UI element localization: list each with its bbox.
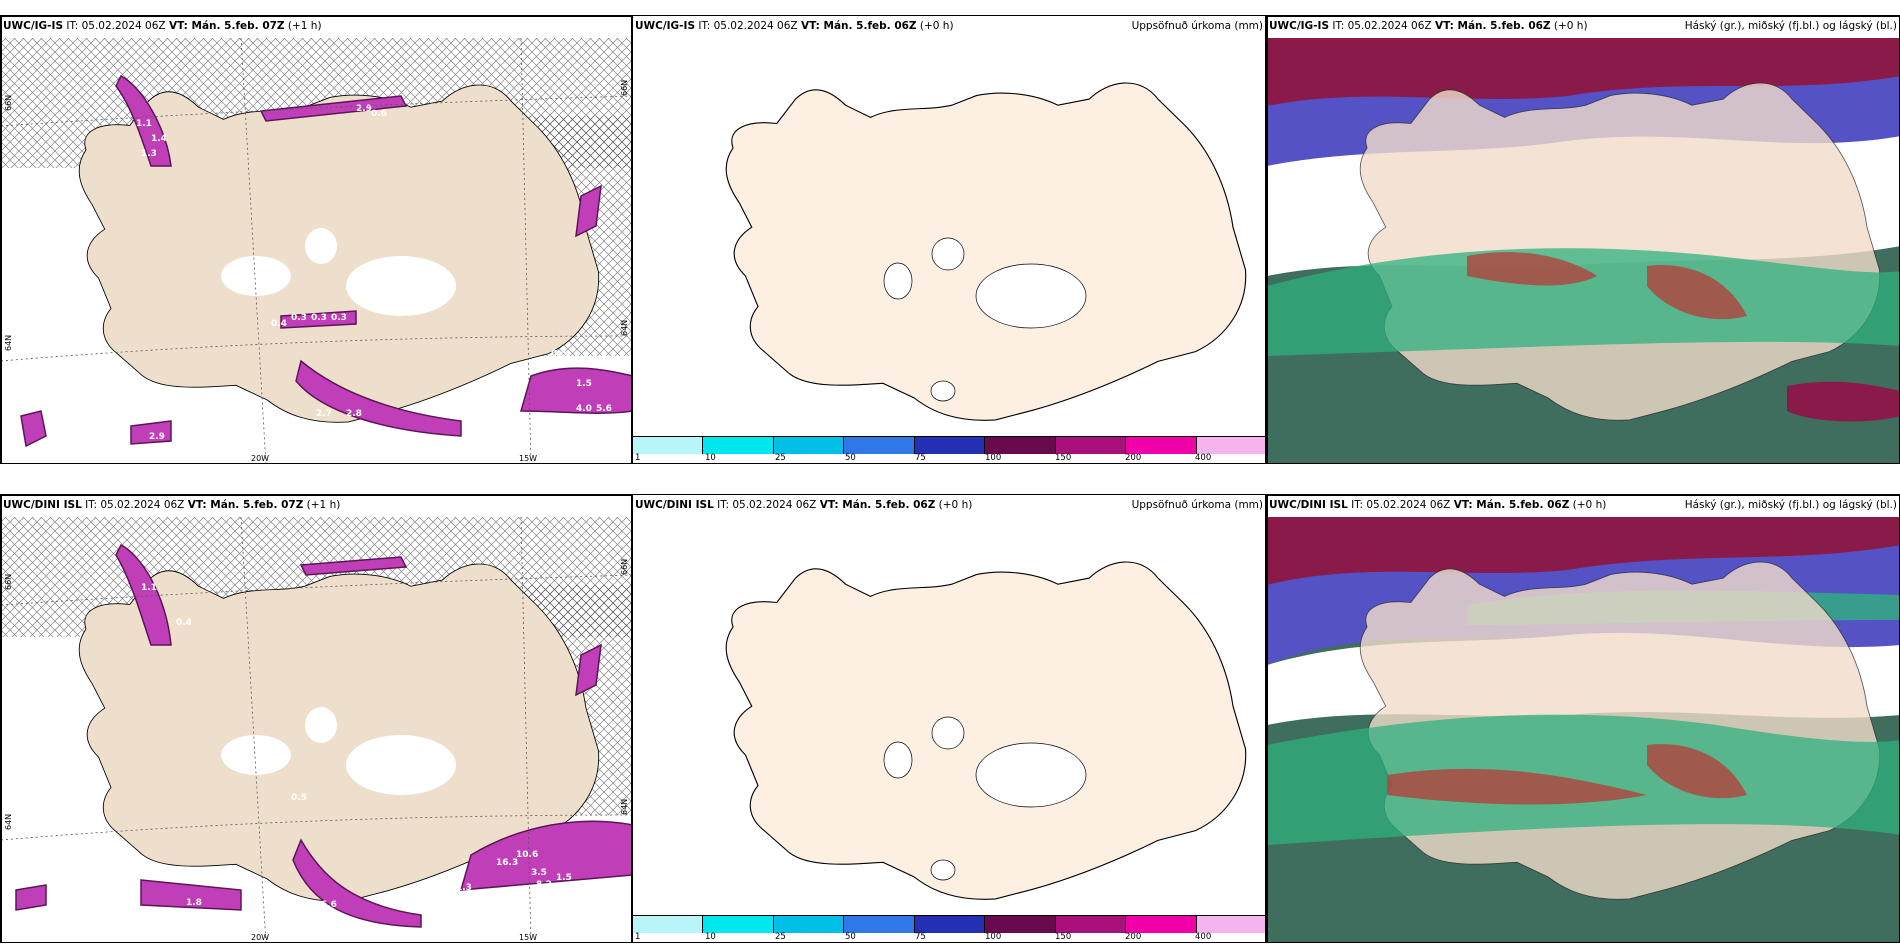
svg-text:66N: 66N (4, 574, 13, 590)
svg-text:0.4: 0.4 (271, 319, 287, 329)
precip-panel-row1: UWC/IG-IS IT: 05.02.2024 06Z VT: Mán. 5.… (632, 15, 1266, 464)
svg-text:1.1: 1.1 (136, 119, 152, 129)
svg-text:1.8: 1.8 (186, 898, 202, 908)
svg-text:2.7: 2.7 (316, 409, 332, 419)
svg-text:1.3: 1.3 (141, 149, 157, 159)
cloud-right-label-row2: Háský (gr.), miðský (fj.bl.) og lágský (… (1684, 499, 1897, 511)
precip-right-label-row2: Uppsöfnuð úrkoma (mm) (1131, 499, 1263, 511)
svg-text:15W: 15W (519, 454, 537, 463)
colorbar-row1 (633, 436, 1265, 454)
svg-text:66N: 66N (620, 80, 629, 96)
svg-text:0.3: 0.3 (311, 313, 327, 323)
wind-panel-row2: UWC/DINI ISL IT: 05.02.2024 06Z VT: Mán.… (0, 494, 632, 943)
svg-text:4.0: 4.0 (576, 404, 592, 414)
svg-text:6.5: 6.5 (386, 900, 402, 910)
svg-text:1.5: 1.5 (576, 379, 592, 389)
svg-text:5.6: 5.6 (596, 404, 612, 414)
svg-text:20W: 20W (251, 933, 269, 942)
svg-text:1.4: 1.4 (151, 134, 167, 144)
cloud-header-row1: UWC/IG-IS IT: 05.02.2024 06Z VT: Mán. 5.… (1269, 20, 1588, 32)
svg-text:64N: 64N (620, 320, 629, 336)
precip-header-row2: UWC/DINI ISL IT: 05.02.2024 06Z VT: Mán.… (635, 499, 973, 511)
wind-header-row2: UWC/DINI ISL IT: 05.02.2024 06Z VT: Mán.… (3, 499, 341, 511)
svg-text:64N: 64N (4, 814, 13, 830)
svg-text:0.3: 0.3 (221, 748, 237, 758)
svg-text:11.8: 11.8 (596, 883, 618, 893)
svg-text:20W: 20W (251, 454, 269, 463)
cloud-panel-row2: UWC/DINI ISL IT: 05.02.2024 06Z VT: Mán.… (1266, 494, 1900, 943)
precip-panel-row2: UWC/DINI ISL IT: 05.02.2024 06Z VT: Mán.… (632, 494, 1266, 943)
svg-text:0.5: 0.5 (551, 349, 567, 359)
svg-text:0.6: 0.6 (371, 109, 387, 119)
svg-text:0.5: 0.5 (291, 793, 307, 803)
svg-text:2.9: 2.9 (356, 104, 372, 114)
svg-text:1.5: 1.5 (556, 873, 572, 883)
svg-text:64N: 64N (4, 335, 13, 351)
svg-text:66N: 66N (620, 559, 629, 575)
wind-panel-row1: UWC/IG-IS IT: 05.02.2024 06Z VT: Mán. 5.… (0, 15, 632, 464)
svg-text:16.3: 16.3 (496, 858, 518, 868)
colorbar-row2 (633, 915, 1265, 933)
wind-header-row1: UWC/IG-IS IT: 05.02.2024 06Z VT: Mán. 5.… (3, 20, 322, 32)
svg-text:1.2: 1.2 (616, 414, 632, 424)
svg-text:6.6: 6.6 (321, 900, 337, 910)
cloud-header-row2: UWC/DINI ISL IT: 05.02.2024 06Z VT: Mán.… (1269, 499, 1607, 511)
svg-text:0.3: 0.3 (291, 313, 307, 323)
colorbar-ticks-row2: 1 10 25 50 75 100 150 200 400 (635, 932, 1212, 942)
svg-text:8.2: 8.2 (536, 880, 552, 890)
svg-text:0.4: 0.4 (176, 618, 192, 628)
svg-text:1.1: 1.1 (141, 583, 157, 593)
precip-header-row1: UWC/IG-IS IT: 05.02.2024 06Z VT: Mán. 5.… (635, 20, 954, 32)
precip-right-label-row1: Uppsöfnuð úrkoma (mm) (1131, 20, 1263, 32)
svg-text:2.8: 2.8 (346, 409, 362, 419)
svg-text:1.3: 1.3 (456, 883, 472, 893)
cloud-panel-row1: UWC/IG-IS IT: 05.02.2024 06Z VT: Mán. 5.… (1266, 15, 1900, 464)
svg-text:66N: 66N (4, 95, 13, 111)
svg-text:15W: 15W (519, 933, 537, 942)
svg-text:2.9: 2.9 (149, 432, 165, 442)
colorbar-ticks-row1: 1 10 25 50 75 100 150 200 400 (635, 453, 1212, 463)
svg-text:64N: 64N (620, 799, 629, 815)
svg-text:3.5: 3.5 (531, 868, 547, 878)
svg-text:0.3: 0.3 (331, 313, 347, 323)
svg-text:3.8: 3.8 (541, 414, 557, 424)
svg-text:10.6: 10.6 (516, 850, 538, 860)
cloud-right-label-row1: Háský (gr.), miðský (fj.bl.) og lágský (… (1684, 20, 1897, 32)
